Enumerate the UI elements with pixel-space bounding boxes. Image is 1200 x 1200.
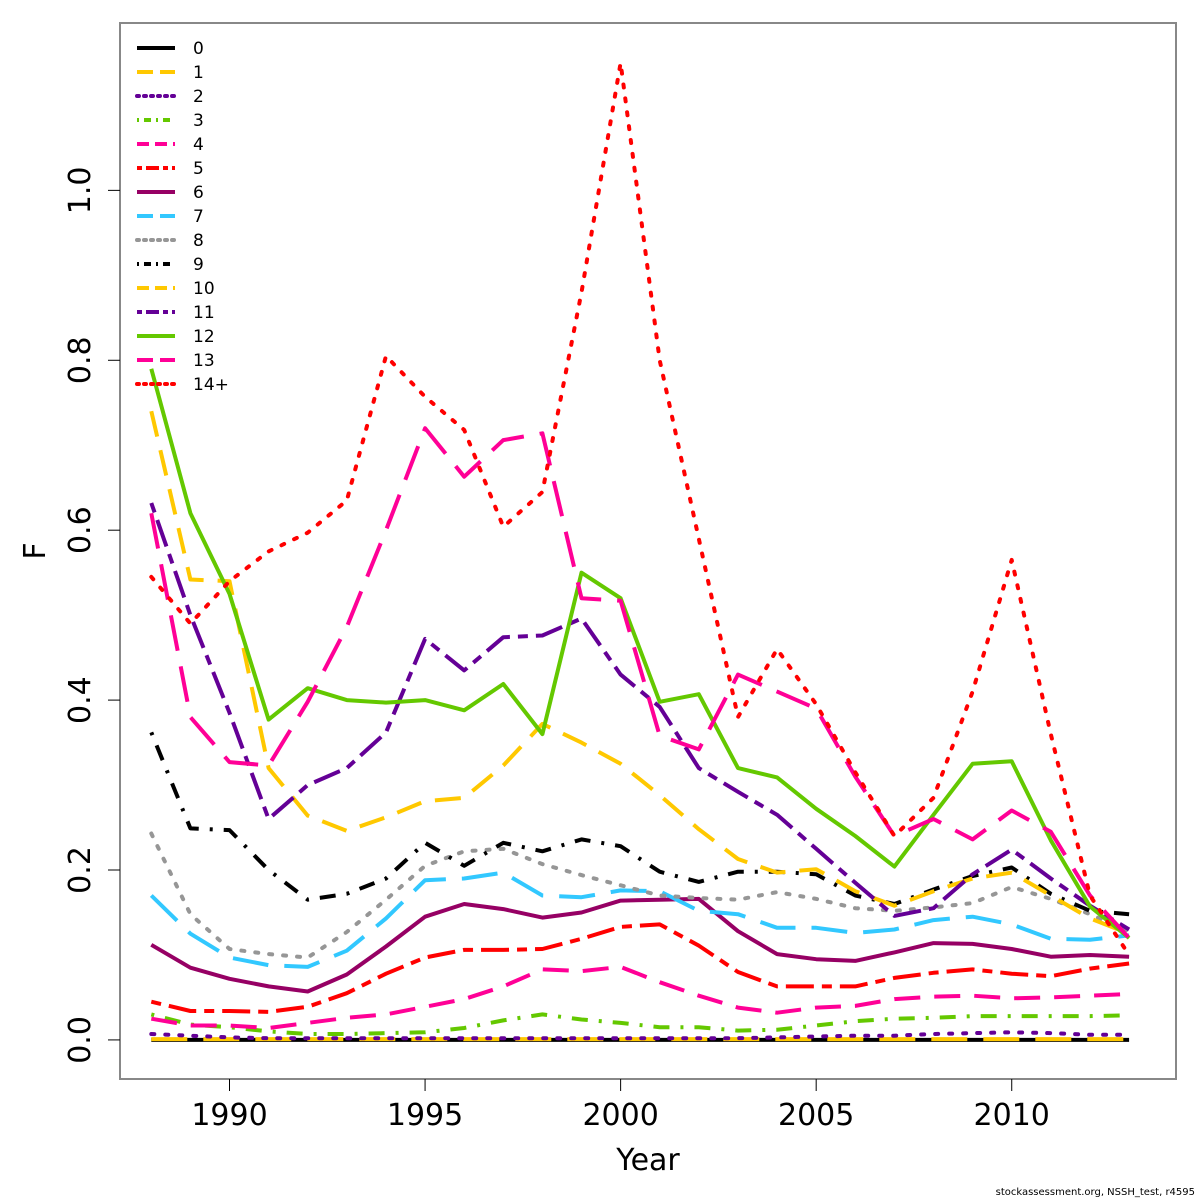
y-axis-title: F	[18, 542, 53, 559]
series-line-age-9	[149, 731, 1130, 917]
footer-credit: stockassessment.org, NSSH_test, r4595	[996, 1187, 1195, 1198]
series-line-age-10	[149, 410, 1130, 936]
series-line-age-14plus	[149, 60, 1132, 957]
legend-label: 7	[193, 207, 204, 227]
series-line-age-5	[150, 922, 1130, 1014]
x-axis: 1990 1995 2000 2005 2010	[191, 1079, 1050, 1133]
series-lines	[149, 60, 1132, 1042]
series-line-age-7	[149, 870, 1130, 969]
series-line-age-6	[150, 896, 1130, 994]
legend-label: 14+	[193, 375, 229, 395]
series-line-age-2	[149, 1030, 1132, 1041]
legend-label: 10	[193, 279, 215, 299]
legend-label: 5	[193, 159, 204, 179]
y-tick-label: 1.0	[63, 167, 98, 215]
series-line-age-8	[149, 831, 1132, 960]
legend-label: 1	[193, 63, 204, 83]
y-axis: 0.0 0.2 0.4 0.6 0.8 1.0	[63, 167, 120, 1064]
legend-label: 0	[193, 39, 204, 59]
y-tick-label: 0.6	[63, 506, 98, 554]
y-tick-label: 0.8	[63, 336, 98, 384]
x-tick-label: 1995	[387, 1098, 463, 1133]
x-tick-label: 1990	[191, 1098, 267, 1133]
x-tick-label: 2005	[778, 1098, 854, 1133]
plot-area-border	[119, 22, 1177, 1080]
legend-label: 13	[193, 351, 215, 371]
legend-label: 4	[193, 135, 204, 155]
x-axis-title: Year	[615, 1143, 680, 1178]
legend-label: 9	[193, 255, 204, 275]
series-line-age-11	[149, 502, 1131, 932]
series-line-age-4	[150, 964, 1130, 1030]
y-tick-label: 0.2	[63, 846, 98, 894]
legend-label: 12	[193, 327, 215, 347]
x-tick-label: 2010	[974, 1098, 1050, 1133]
legend-label: 6	[193, 183, 204, 203]
legend-label: 2	[193, 87, 204, 107]
series-line-age-3	[150, 1012, 1130, 1036]
legend-label: 3	[193, 111, 204, 131]
legend-label: 8	[193, 231, 204, 251]
y-tick-label: 0.4	[63, 676, 98, 724]
x-tick-label: 2000	[582, 1098, 658, 1133]
y-tick-label: 0.0	[63, 1016, 98, 1064]
legend-label: 11	[193, 303, 215, 323]
series-line-age-13	[149, 426, 1131, 940]
